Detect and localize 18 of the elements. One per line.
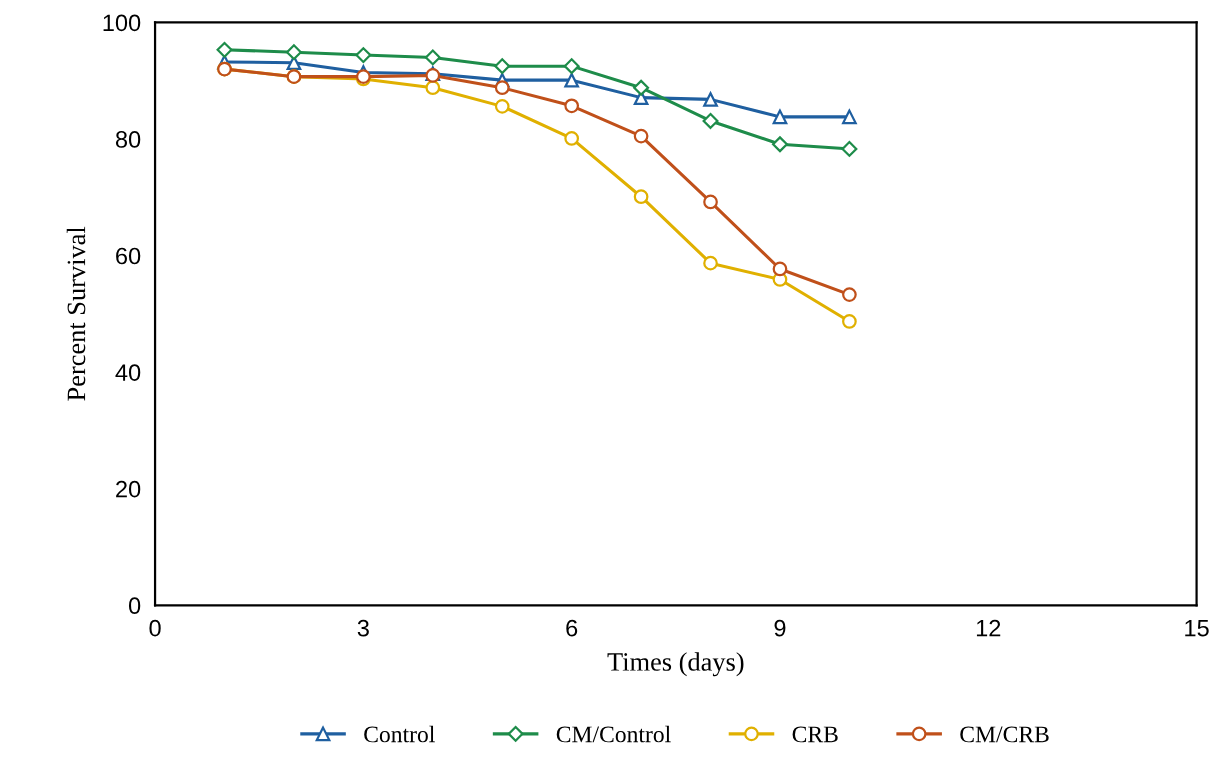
x-axis-title: Times (days) <box>607 652 744 677</box>
y-tick-label: 60 <box>116 247 141 265</box>
x-tick-label: 12 <box>976 619 1001 637</box>
x-tick-label: 15 <box>1185 620 1209 637</box>
legend-label: CM/CRB <box>960 726 1049 743</box>
y-tick-label: 80 <box>115 131 141 148</box>
y-tick-label: 20 <box>116 480 141 498</box>
y-axis-title: Percent Survival <box>66 226 86 401</box>
x-tick-label: 9 <box>774 619 786 637</box>
x-tick-label: 3 <box>357 619 369 637</box>
legend-label: Control <box>364 725 435 743</box>
y-tick-label: 0 <box>128 597 141 615</box>
x-tick-label: 6 <box>566 619 578 637</box>
legend-label: CRB <box>792 726 838 743</box>
y-tick-label: 40 <box>115 364 141 381</box>
x-tick-label: 0 <box>149 619 161 637</box>
y-tick-label: 100 <box>103 14 141 32</box>
legend-label: CM/Control <box>556 725 671 743</box>
